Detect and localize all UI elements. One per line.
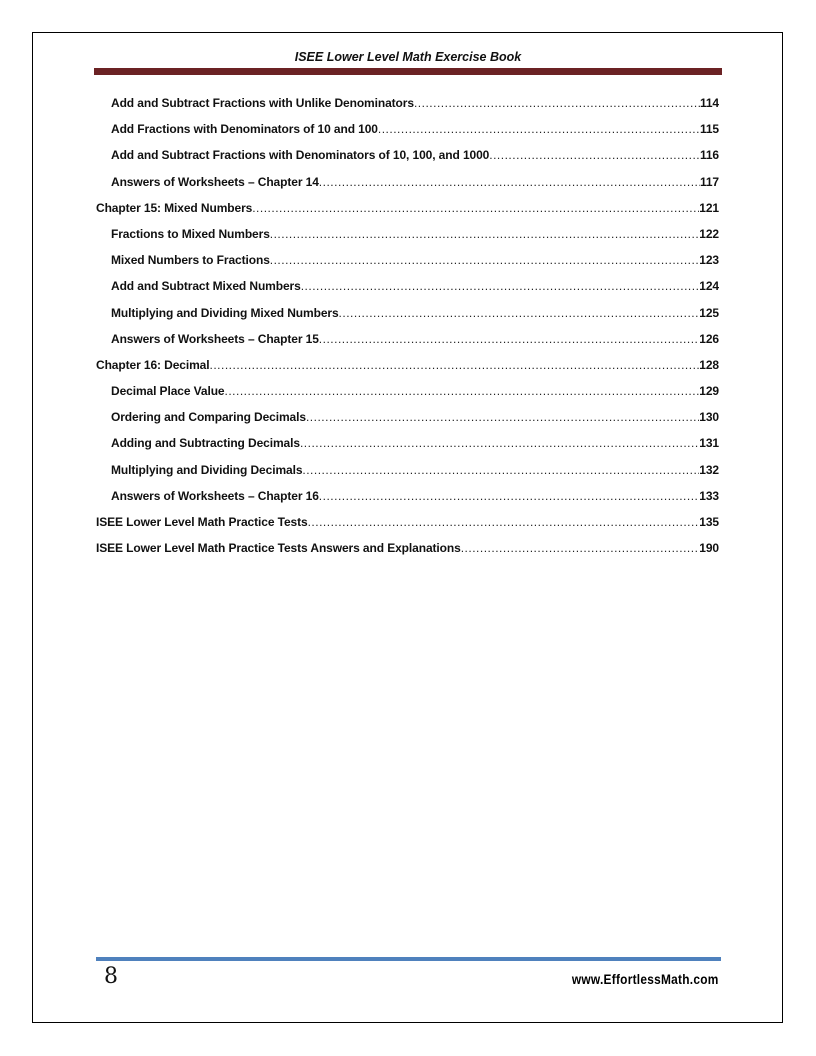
toc-entry[interactable]: Multiplying and Dividing Decimals 132 [96, 463, 719, 489]
website-url: www.EffortlessMath.com [572, 971, 719, 987]
toc-leader-dots [461, 541, 700, 555]
toc-entry-page: 131 [699, 436, 719, 451]
toc-entry[interactable]: Answers of Worksheets – Chapter 14 117 [96, 175, 719, 201]
toc-leader-dots [378, 122, 700, 136]
toc-leader-dots [489, 148, 700, 162]
toc-leader-dots [319, 332, 699, 346]
toc-entry[interactable]: Add and Subtract Fractions with Denomina… [96, 148, 719, 174]
toc-entry-page: 190 [699, 541, 719, 556]
toc-entry-title: Add and Subtract Mixed Numbers [111, 279, 301, 294]
toc-entry-page: 124 [699, 279, 719, 294]
toc-entry-title: ISEE Lower Level Math Practice Tests Ans… [96, 541, 461, 556]
toc-entry-page: 121 [699, 200, 719, 215]
toc-entry[interactable]: Answers of Worksheets – Chapter 16 133 [96, 489, 719, 515]
toc-entry-page: 130 [699, 410, 719, 425]
running-header-title: ISEE Lower Level Math Exercise Book [294, 50, 522, 64]
toc-entry-page: 123 [699, 253, 719, 268]
toc-entry-title: Mixed Numbers to Fractions [111, 253, 270, 268]
toc-entry-title: Chapter 15: Mixed Numbers [96, 200, 253, 215]
page-border [32, 32, 783, 1023]
toc-entry[interactable]: ISEE Lower Level Math Practice Tests 135 [96, 515, 719, 541]
toc-leader-dots [209, 358, 699, 372]
toc-entry[interactable]: Multiplying and Dividing Mixed Numbers 1… [96, 306, 719, 332]
toc-entry-title: Answers of Worksheets – Chapter 16 [111, 488, 319, 503]
header-rule [94, 68, 722, 75]
toc-entry[interactable]: Add Fractions with Denominators of 10 an… [96, 122, 719, 148]
toc-leader-dots [306, 410, 699, 424]
toc-leader-dots [252, 201, 699, 215]
toc-leader-dots [319, 489, 699, 503]
toc-entry[interactable]: Fractions to Mixed Numbers 122 [96, 227, 719, 253]
toc-entry-title: Answers of Worksheets – Chapter 14 [111, 174, 319, 189]
toc-entry-title: Multiplying and Dividing Mixed Numbers [111, 305, 339, 320]
toc-entry[interactable]: Add and Subtract Fractions with Unlike D… [96, 96, 719, 122]
toc-entry-title: Fractions to Mixed Numbers [111, 226, 270, 241]
toc-entry-title: Add Fractions with Denominators of 10 an… [111, 122, 378, 137]
toc-entry-page: 116 [699, 148, 719, 163]
toc-entry-page: 117 [699, 174, 719, 189]
toc-leader-dots [301, 279, 700, 293]
toc-leader-dots [319, 175, 700, 189]
toc-entry-page: 125 [699, 305, 719, 320]
toc-entry-title: Chapter 16: Decimal [96, 357, 210, 372]
toc-entry[interactable]: Add and Subtract Mixed Numbers 124 [96, 279, 719, 305]
toc-entry-title: Add and Subtract Fractions with Denomina… [111, 148, 490, 163]
toc-entry-title: ISEE Lower Level Math Practice Tests [96, 515, 308, 529]
toc-leader-dots [302, 463, 699, 477]
toc-entry-page: 128 [699, 357, 719, 372]
table-of-contents: Add and Subtract Fractions with Unlike D… [96, 96, 719, 567]
toc-entry-title: Multiplying and Dividing Decimals [111, 462, 303, 477]
toc-leader-dots [270, 253, 700, 267]
footer-rule [96, 957, 721, 961]
toc-entry-page: 129 [699, 384, 719, 399]
toc-entry-title: Ordering and Comparing Decimals [111, 410, 306, 425]
toc-entry-title: Answers of Worksheets – Chapter 15 [111, 331, 319, 346]
toc-entry[interactable]: Chapter 15: Mixed Numbers 121 [96, 201, 719, 227]
toc-entry[interactable]: Chapter 16: Decimal 128 [96, 358, 719, 384]
toc-entry-title: Add and Subtract Fractions with Unlike D… [111, 96, 414, 110]
toc-entry[interactable]: ISEE Lower Level Math Practice Tests Ans… [96, 541, 719, 567]
toc-leader-dots [270, 227, 700, 241]
toc-entry[interactable]: Ordering and Comparing Decimals 130 [96, 410, 719, 436]
toc-leader-dots [300, 436, 699, 450]
toc-entry[interactable]: Mixed Numbers to Fractions 123 [96, 253, 719, 279]
toc-leader-dots [339, 306, 700, 320]
toc-entry[interactable]: Decimal Place Value 129 [96, 384, 719, 410]
page-number: 8 [104, 964, 118, 989]
toc-leader-dots [225, 384, 700, 398]
toc-entry-title: Decimal Place Value [111, 384, 225, 399]
toc-entry[interactable]: Adding and Subtracting Decimals 131 [96, 436, 719, 462]
toc-entry-page: 135 [699, 515, 719, 529]
toc-entry-page: 126 [699, 331, 719, 346]
toc-entry-page: 114 [699, 96, 719, 110]
toc-entry[interactable]: Answers of Worksheets – Chapter 15 126 [96, 332, 719, 358]
toc-entry-page: 122 [699, 226, 719, 241]
toc-leader-dots [308, 515, 700, 529]
toc-entry-page: 133 [699, 488, 719, 503]
toc-entry-page: 132 [699, 462, 719, 477]
toc-leader-dots [414, 96, 700, 110]
toc-entry-title: Adding and Subtracting Decimals [111, 436, 300, 451]
toc-entry-page: 115 [699, 122, 719, 137]
